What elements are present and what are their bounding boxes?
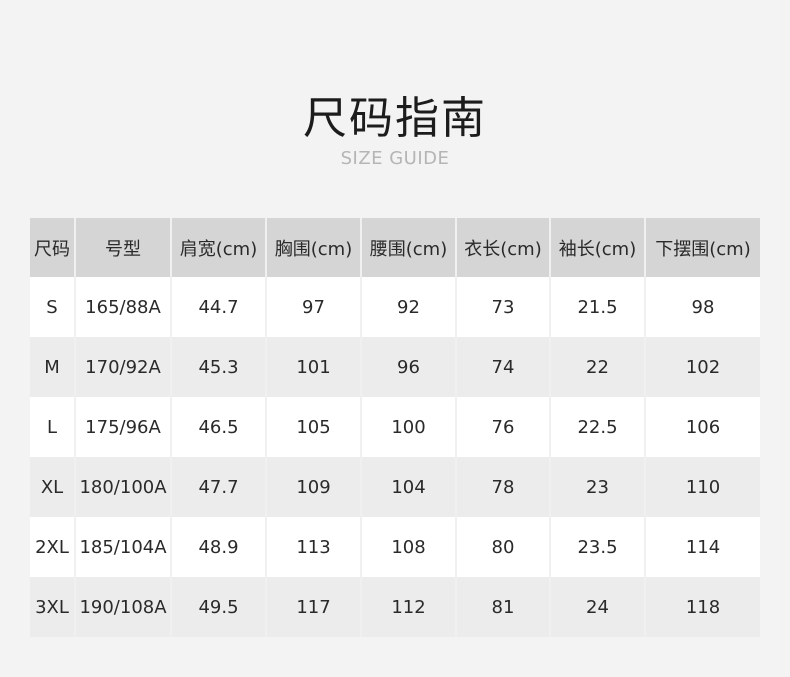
size-table: 尺码 号型 肩宽(cm) 胸围(cm) 腰围(cm) 衣长(cm) 袖长(cm) 下摆围(cm… <box>30 218 760 637</box>
column-header: 衣长(cm) <box>455 218 550 277</box>
table-cell: 2XL <box>30 517 75 577</box>
table-cell: 21.5 <box>549 277 645 337</box>
table-cell: 106 <box>644 397 760 457</box>
table-cell: 113 <box>265 517 361 577</box>
table-cell: M <box>30 337 75 397</box>
column-header: 胸围(cm) <box>265 218 361 277</box>
table-cell: 49.5 <box>170 577 266 637</box>
table-cell: 105 <box>265 397 361 457</box>
table-cell: 24 <box>549 577 645 637</box>
table-cell: 104 <box>360 457 456 517</box>
table-cell: 180/100A <box>74 457 171 517</box>
table-cell: S <box>30 277 75 337</box>
table-cell: 45.3 <box>170 337 266 397</box>
table-row: 3XL 190/108A 49.5 117 112 81 24 118 <box>30 577 760 637</box>
table-cell: 118 <box>644 577 760 637</box>
table-cell: 81 <box>455 577 550 637</box>
table-cell: 114 <box>644 517 760 577</box>
table-cell: 23.5 <box>549 517 645 577</box>
table-cell: 190/108A <box>74 577 171 637</box>
table-cell: 110 <box>644 457 760 517</box>
table-cell: 78 <box>455 457 550 517</box>
table-cell: 92 <box>360 277 456 337</box>
table-cell: 102 <box>644 337 760 397</box>
table-cell: 112 <box>360 577 456 637</box>
table-cell: 44.7 <box>170 277 266 337</box>
table-cell: XL <box>30 457 75 517</box>
column-header: 腰围(cm) <box>360 218 456 277</box>
table-cell: 96 <box>360 337 456 397</box>
table-cell: 47.7 <box>170 457 266 517</box>
table-header-row: 尺码 号型 肩宽(cm) 胸围(cm) 腰围(cm) 衣长(cm) 袖长(cm) 下摆围(cm… <box>30 218 760 277</box>
table-cell: 97 <box>265 277 361 337</box>
column-header: 肩宽(cm) <box>170 218 266 277</box>
table-cell: 76 <box>455 397 550 457</box>
column-header: 尺码 <box>30 218 75 277</box>
table-cell: 22 <box>549 337 645 397</box>
table-cell: 74 <box>455 337 550 397</box>
table-row: S 165/88A 44.7 97 92 73 21.5 98 <box>30 277 760 337</box>
table-cell: 22.5 <box>549 397 645 457</box>
column-header: 号型 <box>74 218 171 277</box>
table-cell: 165/88A <box>74 277 171 337</box>
table-cell: 80 <box>455 517 550 577</box>
table-cell: 175/96A <box>74 397 171 457</box>
table-cell: 100 <box>360 397 456 457</box>
table-cell: 23 <box>549 457 645 517</box>
table-row: M 170/92A 45.3 101 96 74 22 102 <box>30 337 760 397</box>
table-cell: 46.5 <box>170 397 266 457</box>
table-cell: 170/92A <box>74 337 171 397</box>
table-cell: L <box>30 397 75 457</box>
table-cell: 101 <box>265 337 361 397</box>
table-cell: 3XL <box>30 577 75 637</box>
table-cell: 117 <box>265 577 361 637</box>
column-header: 下摆围(cm) <box>644 218 760 277</box>
table-row: 2XL 185/104A 48.9 113 108 80 23.5 114 <box>30 517 760 577</box>
table-cell: 73 <box>455 277 550 337</box>
page-title: 尺码指南 <box>303 93 487 144</box>
table-row: XL 180/100A 47.7 109 104 78 23 110 <box>30 457 760 517</box>
table-cell: 108 <box>360 517 456 577</box>
column-header: 袖长(cm) <box>549 218 645 277</box>
table-cell: 98 <box>644 277 760 337</box>
table-row: L 175/96A 46.5 105 100 76 22.5 106 <box>30 397 760 457</box>
table-cell: 48.9 <box>170 517 266 577</box>
table-cell: 185/104A <box>74 517 171 577</box>
page-subtitle: SIZE GUIDE <box>340 148 450 169</box>
table-cell: 109 <box>265 457 361 517</box>
